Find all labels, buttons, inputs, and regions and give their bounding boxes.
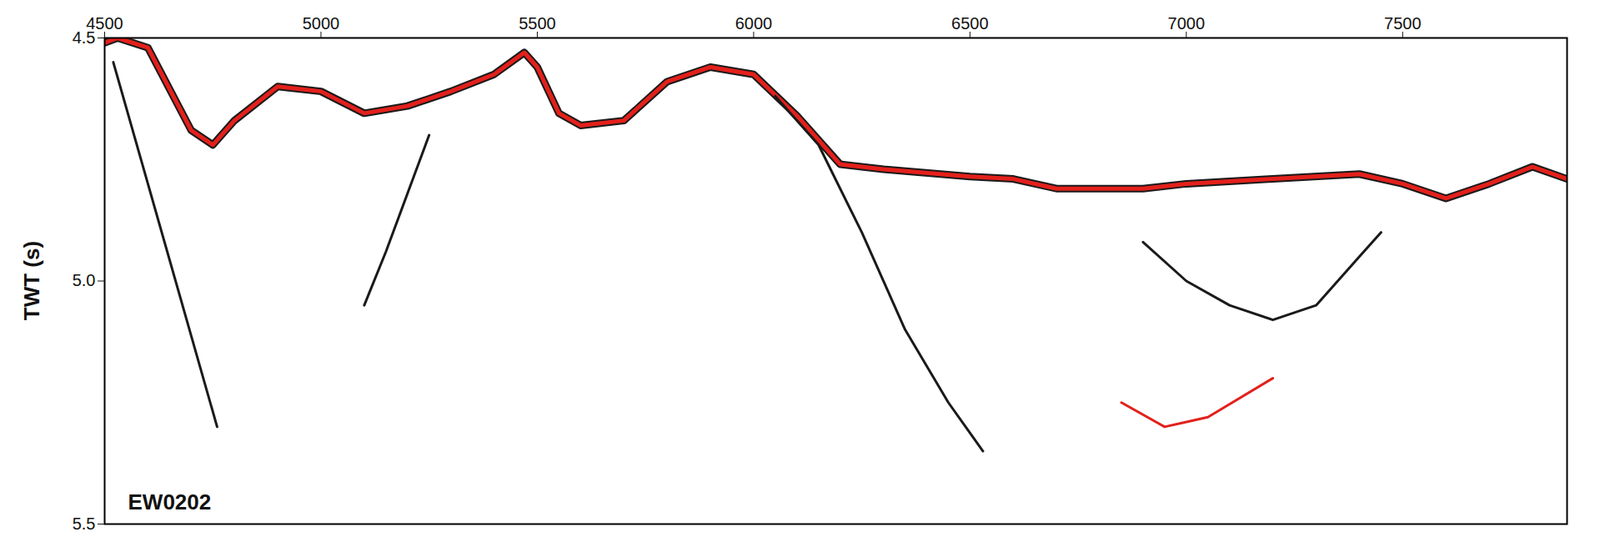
svg-text:4.5: 4.5 — [72, 28, 96, 47]
svg-text:5.5: 5.5 — [72, 514, 96, 533]
svg-text:7000: 7000 — [1168, 14, 1206, 33]
svg-text:5.0: 5.0 — [72, 270, 96, 290]
svg-text:6500: 6500 — [951, 14, 989, 33]
svg-text:5500: 5500 — [518, 14, 557, 33]
svg-text:7500: 7500 — [1384, 14, 1422, 33]
svg-text:TWT (s): TWT (s) — [19, 240, 45, 321]
svg-text:4500: 4500 — [86, 13, 124, 33]
svg-text:6000: 6000 — [735, 14, 773, 33]
svg-text:5000: 5000 — [302, 14, 341, 33]
svg-text:EW0202: EW0202 — [128, 489, 212, 515]
